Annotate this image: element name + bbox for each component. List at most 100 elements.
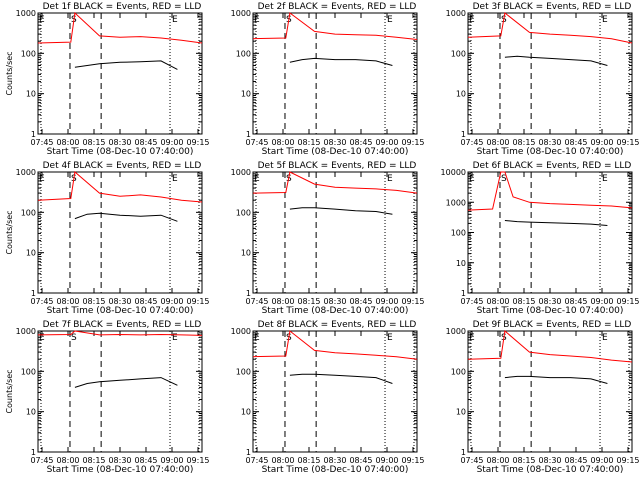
lld-series-line <box>37 330 203 336</box>
x-tick-label: 09:00 <box>590 138 613 147</box>
y-tick-label: 10 <box>456 259 466 268</box>
y-tick-label: 10 <box>26 90 36 99</box>
marker-label: E <box>172 174 178 184</box>
plot-frame <box>252 12 418 135</box>
x-tick-label: 08:00 <box>486 138 509 147</box>
marker-label: E <box>254 174 260 184</box>
x-tick-label: 09:15 <box>186 456 209 465</box>
lld-series-line <box>252 330 418 360</box>
x-tick-label: 08:30 <box>108 297 131 306</box>
y-tick-label: 1000 <box>231 327 251 336</box>
y-tick-label: 1 <box>246 130 251 139</box>
x-tick-label: 07:45 <box>30 138 53 147</box>
panel-title: Det 2f BLACK = Events, RED = LLD <box>258 2 417 12</box>
lld-series-line <box>37 11 203 44</box>
lld-series-line <box>467 330 633 363</box>
y-tick-label: 100 <box>236 208 251 217</box>
plot-frame <box>252 330 418 453</box>
marker-label: E <box>602 15 608 25</box>
events-series-line <box>74 212 178 222</box>
y-tick-label: 100 <box>451 49 466 58</box>
x-tick-label: 08:30 <box>323 456 346 465</box>
x-axis-label: Start Time (08-Dec-10 07:40:00) <box>47 465 194 475</box>
x-tick-label: 08:00 <box>271 456 294 465</box>
y-axis-label: Counts/sec <box>5 369 14 413</box>
y-tick-label: 1000 <box>231 168 251 177</box>
x-axis-label: Start Time (08-Dec-10 07:40:00) <box>477 465 624 475</box>
marker-label: S <box>71 333 77 343</box>
y-tick-label: 1 <box>246 289 251 298</box>
y-tick-label: 10000 <box>441 168 466 177</box>
x-tick-label: 09:15 <box>186 138 209 147</box>
x-tick-label: 08:30 <box>108 456 131 465</box>
panel-det-7: Det 7f BLACK = Events, RED = LLD E S E 1 10 10… <box>5 320 210 475</box>
y-tick-label: 100 <box>21 49 36 58</box>
plot-frame <box>467 12 633 135</box>
y-tick-label: 1000 <box>16 9 36 18</box>
x-tick-label: 09:00 <box>375 138 398 147</box>
x-tick-label: 08:00 <box>56 297 79 306</box>
panel-title: Det 5f BLACK = Events, RED = LLD <box>258 161 417 171</box>
x-tick-label: 08:15 <box>82 456 105 465</box>
marker-label: E <box>602 174 608 184</box>
marker-label: E <box>39 174 45 184</box>
x-tick-label: 09:00 <box>375 456 398 465</box>
panel-title: Det 4f BLACK = Events, RED = LLD <box>43 161 202 171</box>
x-tick-label: 08:15 <box>297 456 320 465</box>
marker-label: S <box>501 174 507 184</box>
x-axis-label: Start Time (08-Dec-10 07:40:00) <box>262 306 409 316</box>
events-series-line <box>504 375 608 384</box>
y-tick-label: 1 <box>31 289 36 298</box>
x-tick-label: 08:30 <box>323 138 346 147</box>
x-tick-label: 09:00 <box>160 138 183 147</box>
x-axis-label: Start Time (08-Dec-10 07:40:00) <box>262 147 409 157</box>
panel-title: Det 3f BLACK = Events, RED = LLD <box>473 2 632 12</box>
x-axis-label: Start Time (08-Dec-10 07:40:00) <box>477 147 624 157</box>
x-tick-label: 08:45 <box>349 138 372 147</box>
x-tick-label: 08:00 <box>486 297 509 306</box>
y-tick-label: 1 <box>461 289 466 298</box>
x-tick-label: 08:15 <box>297 297 320 306</box>
y-tick-label: 1000 <box>231 9 251 18</box>
x-tick-label: 08:15 <box>297 138 320 147</box>
x-axis-label: Start Time (08-Dec-10 07:40:00) <box>477 306 624 316</box>
lld-series-line <box>467 171 633 211</box>
x-tick-label: 08:15 <box>82 297 105 306</box>
y-tick-label: 100 <box>21 208 36 217</box>
marker-label: E <box>387 333 393 343</box>
x-tick-label: 09:00 <box>590 297 613 306</box>
x-tick-label: 07:45 <box>30 297 53 306</box>
x-tick-label: 09:00 <box>375 297 398 306</box>
marker-label: E <box>39 15 45 25</box>
x-axis-label: Start Time (08-Dec-10 07:40:00) <box>47 306 194 316</box>
x-tick-label: 09:00 <box>160 297 183 306</box>
panel-title: Det 8f BLACK = Events, RED = LLD <box>258 320 417 330</box>
y-tick-label: 1000 <box>446 327 466 336</box>
x-tick-label: 08:15 <box>512 297 535 306</box>
x-tick-label: 07:45 <box>245 456 268 465</box>
panel-title: Det 1f BLACK = Events, RED = LLD <box>43 2 202 12</box>
marker-label: E <box>254 333 260 343</box>
x-tick-label: 08:30 <box>323 297 346 306</box>
plot-frame <box>37 12 203 135</box>
y-tick-label: 1 <box>31 448 36 457</box>
marker-label: E <box>172 333 178 343</box>
events-series-line <box>74 60 178 70</box>
events-series-line <box>289 373 393 384</box>
y-tick-label: 1 <box>31 130 36 139</box>
events-series-line <box>504 220 608 226</box>
x-tick-label: 09:15 <box>401 297 424 306</box>
lld-series-line <box>37 171 203 203</box>
x-tick-label: 08:45 <box>349 297 372 306</box>
marker-label: E <box>469 174 475 184</box>
x-tick-label: 08:00 <box>56 456 79 465</box>
lld-series-line <box>252 171 418 194</box>
x-axis-label: Start Time (08-Dec-10 07:40:00) <box>47 147 194 157</box>
marker-label: E <box>254 15 260 25</box>
plot-frame <box>37 330 203 453</box>
